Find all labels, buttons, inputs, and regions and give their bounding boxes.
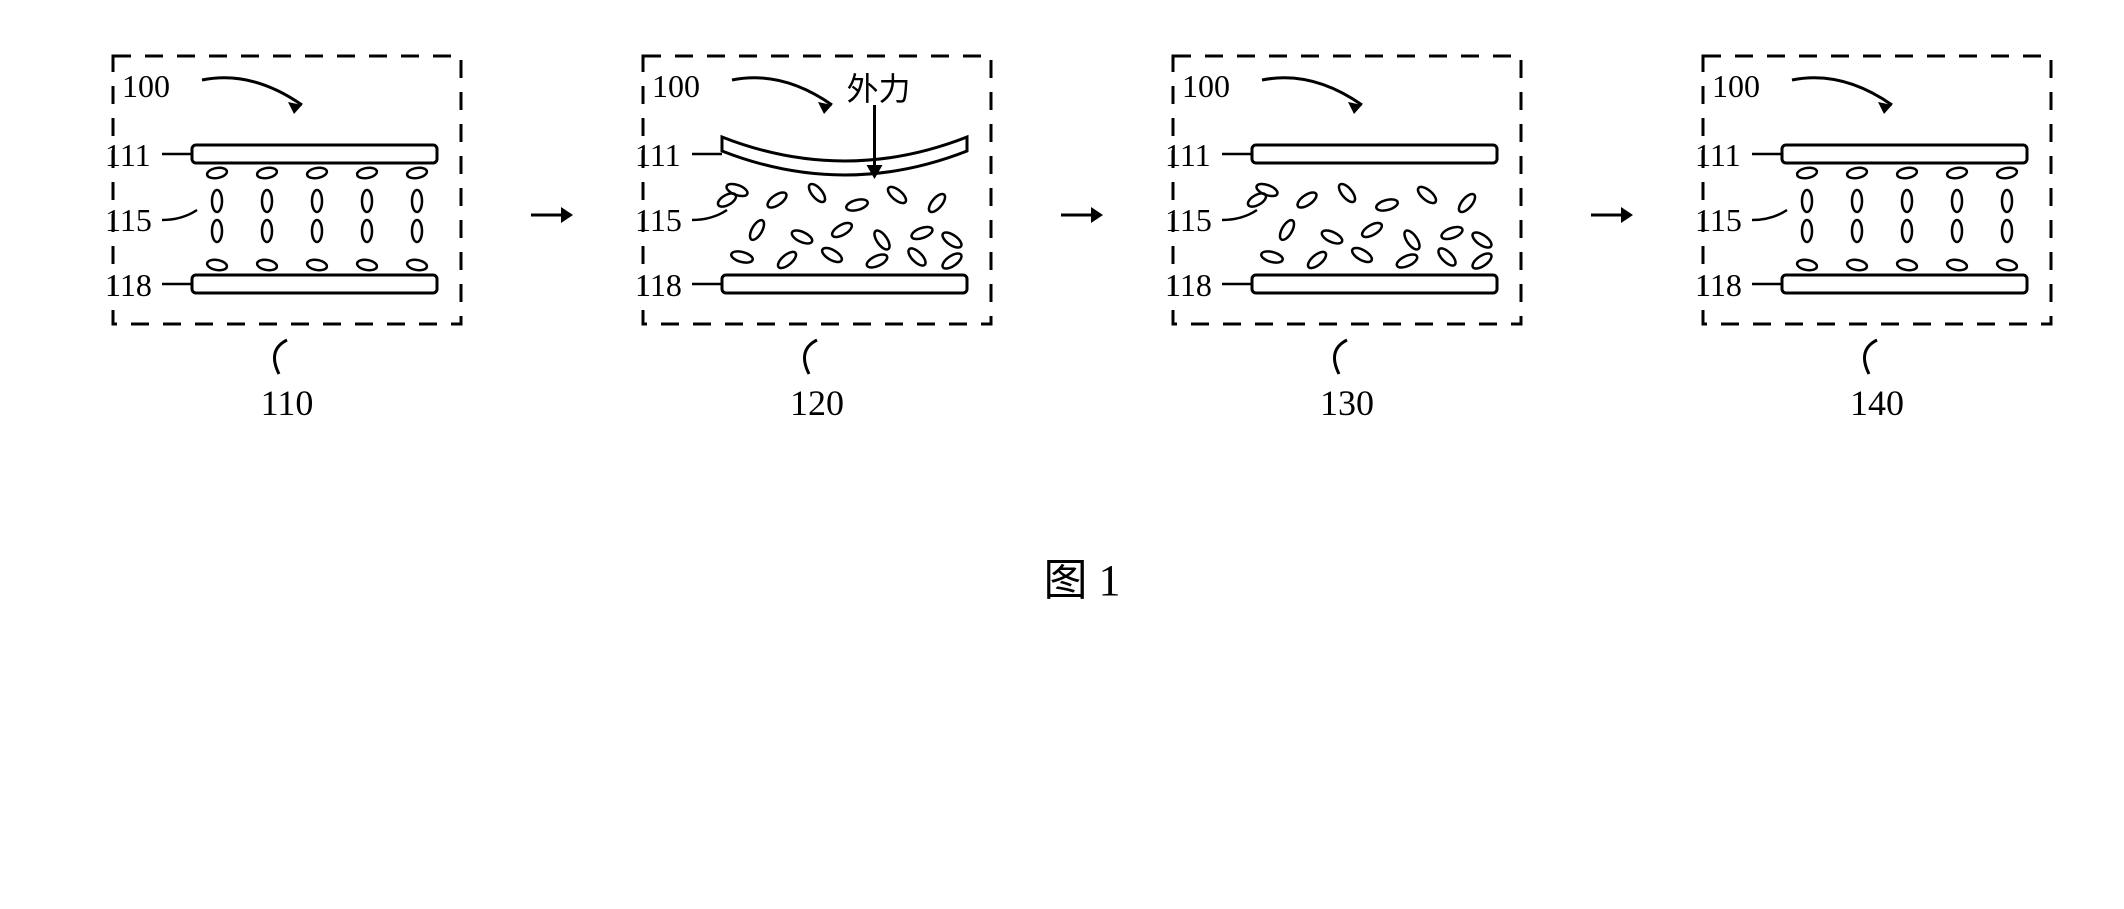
force-label: 外力 [847,64,911,110]
panel-130: 100 111 115 118 130 [1167,50,1527,424]
ref-118: 118 [1695,267,1742,304]
ref-111: 111 [635,137,681,174]
sequence-arrow [527,200,577,235]
panel-number: 120 [787,338,847,424]
ref-111: 111 [1695,137,1741,174]
panel-number: 110 [257,338,317,424]
panel-number: 130 [1317,338,1377,424]
panel-120: 100 111 115 118 外力 120 [637,50,997,424]
panel-number: 140 [1847,338,1907,424]
ref-115: 115 [635,202,682,239]
panel-110: 100 111 115 118 110 [107,50,467,424]
ref-115: 115 [105,202,152,239]
ref-118: 118 [105,267,152,304]
panel-140: 100 111 115 118 140 [1697,50,2057,424]
sequence-arrow [1587,200,1637,235]
ref-100: 100 [652,68,700,105]
ref-115: 115 [1695,202,1742,239]
sequence-arrow [1057,200,1107,235]
panels-row: 100 111 115 118 110 100 111 115 118 外力 1… [20,20,2124,424]
ref-111: 111 [1165,137,1211,174]
ref-100: 100 [122,68,170,105]
ref-100: 100 [1712,68,1760,105]
ref-118: 118 [1165,267,1212,304]
ref-111: 111 [105,137,151,174]
ref-118: 118 [635,267,682,304]
ref-115: 115 [1165,202,1212,239]
figure-container: 100 111 115 118 110 100 111 115 118 外力 1… [20,20,2124,889]
figure-caption: 图 1 [20,544,2124,608]
ref-100: 100 [1182,68,1230,105]
